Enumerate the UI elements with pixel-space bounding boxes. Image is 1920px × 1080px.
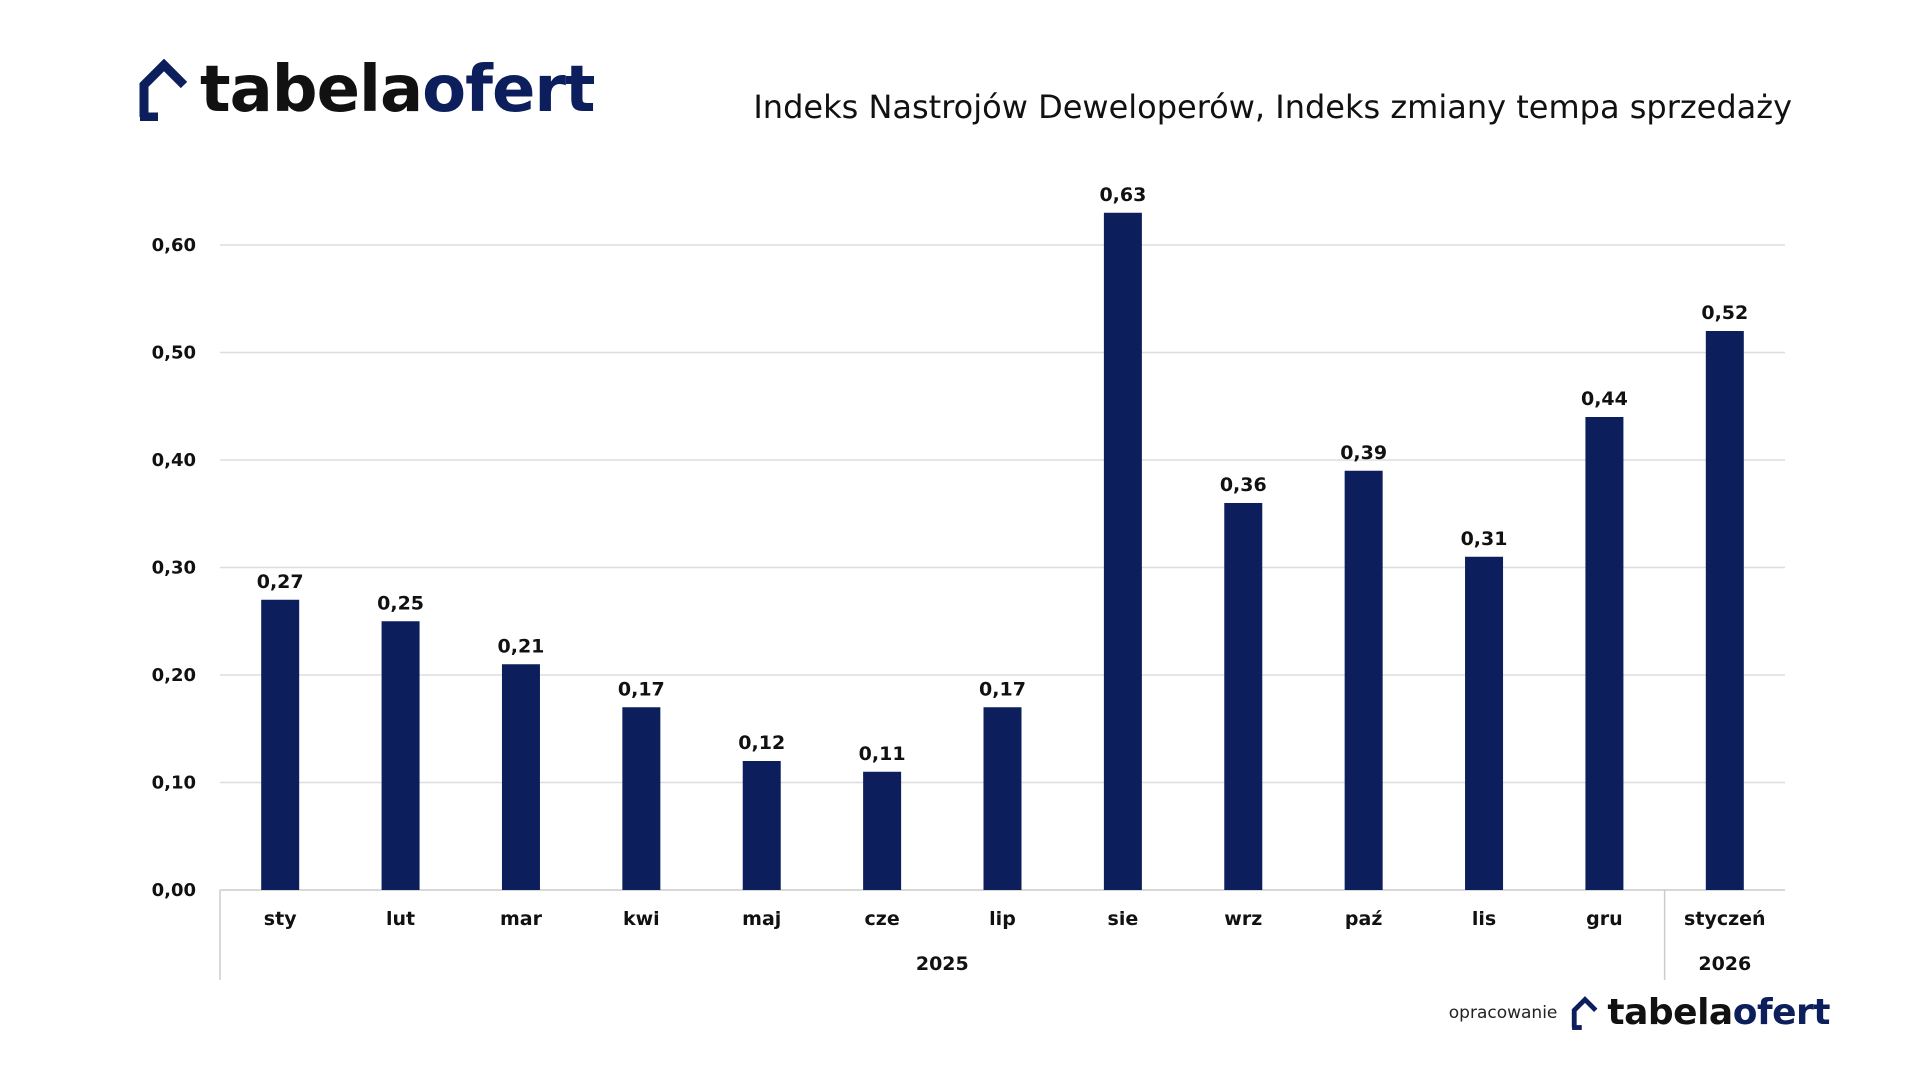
footer-wordmark: tabelaofert: [1607, 995, 1830, 1031]
x-tick-label: paź: [1345, 908, 1382, 930]
data-label: 0,52: [1701, 302, 1748, 324]
footer-prefix: opracowanie: [1448, 1003, 1558, 1023]
bar: [742, 761, 781, 890]
group-label: 2025: [916, 953, 969, 975]
bar: [1224, 503, 1263, 890]
bar: [1103, 212, 1142, 890]
y-tick-label: 0,50: [152, 343, 196, 364]
data-label: 0,39: [1340, 442, 1387, 464]
x-tick-label: cze: [865, 908, 900, 930]
logo-text-ofert: ofert: [422, 53, 595, 127]
data-label: 0,17: [979, 678, 1026, 700]
bar: [261, 599, 300, 890]
data-label: 0,25: [377, 592, 424, 614]
x-tick-label: mar: [500, 908, 543, 930]
x-tick-label: maj: [742, 908, 781, 930]
bar: [863, 771, 902, 890]
x-tick-label: lis: [1472, 908, 1496, 930]
bar: [501, 664, 540, 890]
bar: [1344, 470, 1383, 890]
data-label: 0,27: [257, 571, 304, 593]
y-tick-label: 0,20: [152, 665, 196, 686]
y-tick-label: 0,00: [152, 880, 196, 901]
footer-credit: opracowanie tabelaofert: [1448, 995, 1831, 1031]
bar: [1585, 417, 1624, 890]
x-tick-label: lip: [989, 908, 1016, 930]
bar: [1465, 556, 1504, 890]
x-tick-label: gru: [1586, 908, 1623, 930]
data-label: 0,17: [618, 678, 665, 700]
logo-text-tabela: tabela: [200, 53, 423, 127]
x-tick-label: sie: [1108, 908, 1139, 930]
y-tick-label: 0,30: [152, 558, 196, 579]
y-tick-label: 0,10: [152, 773, 196, 794]
logo-wordmark: tabelaofert: [200, 58, 596, 122]
y-tick-label: 0,60: [152, 235, 196, 256]
x-tick-label: lut: [386, 908, 415, 930]
chart-title: Indeks Nastrojów Deweloperów, Indeks zmi…: [753, 88, 1792, 126]
data-label: 0,44: [1581, 388, 1628, 410]
x-tick-label: wrz: [1224, 908, 1262, 930]
house-outline-icon: [139, 59, 188, 121]
x-tick-label: kwi: [623, 908, 660, 930]
bar: [622, 707, 661, 890]
y-tick-label: 0,40: [152, 450, 196, 471]
data-label: 0,11: [859, 743, 906, 765]
data-label: 0,12: [738, 732, 785, 754]
logo: tabelaofert: [138, 58, 596, 122]
footer-text-tabela: tabela: [1607, 992, 1733, 1033]
data-label: 0,31: [1461, 528, 1508, 550]
x-tick-label: sty: [264, 908, 297, 930]
house-outline-icon: [1572, 996, 1598, 1030]
data-label: 0,63: [1099, 184, 1146, 206]
bar: [983, 707, 1022, 890]
data-label: 0,36: [1220, 474, 1267, 496]
x-tick-label: styczeń: [1684, 908, 1766, 930]
footer-text-ofert: ofert: [1732, 992, 1831, 1033]
bar: [1705, 331, 1744, 890]
bar: [381, 621, 420, 890]
data-label: 0,21: [498, 635, 545, 657]
group-label: 2026: [1698, 953, 1751, 975]
